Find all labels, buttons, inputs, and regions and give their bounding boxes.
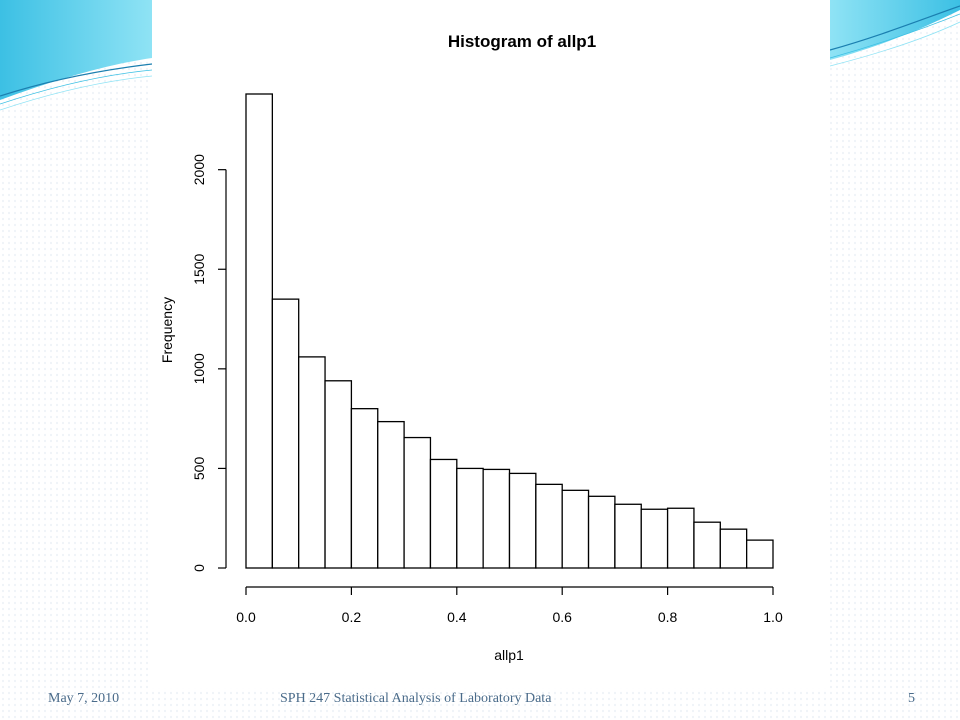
y-tick-label: 1500 [191,253,207,284]
x-tick-label: 0.8 [658,609,678,625]
histogram-bar [508,472,537,569]
y-tick-label: 500 [191,457,207,481]
histogram-bar [456,467,484,569]
x-tick-label: 0.6 [552,609,572,625]
x-tick-label: 0.2 [342,609,362,625]
histogram-chart: Histogram of allp1 0.0 0.2 0.4 0.6 0.8 1.0 0 5… [159,32,783,663]
y-tick-label: 2000 [191,154,207,185]
histogram-bar [324,380,353,569]
footer-date: May 7, 2010 [48,691,120,706]
histogram-bar [298,356,326,569]
histogram-bar [482,468,511,569]
histogram-bar [377,420,405,569]
histogram-bar [245,93,274,569]
y-tick-label: 0 [191,564,207,572]
histogram-bar [640,508,669,569]
histogram-bar [535,483,563,569]
x-axis: 0.0 0.2 0.4 0.6 0.8 1.0 [236,586,783,625]
x-tick-label: 0.0 [236,609,256,625]
histogram-bar [666,507,695,569]
x-tick-label: 0.4 [447,609,467,625]
x-axis-label: allp1 [494,647,524,663]
slide-number: 5 [908,691,915,706]
footer-title: SPH 247 Statistical Analysis of Laborato… [280,691,552,706]
y-axis: 0 500 1000 1500 2000 [191,154,227,572]
histogram-bar [561,489,590,569]
histogram-bar [403,436,432,569]
histogram-bar [429,458,458,569]
histogram-bar [587,495,616,569]
histogram-bar [719,528,748,569]
histogram-bar [614,503,642,569]
right-swoosh [829,0,960,67]
histogram-bar [746,539,774,569]
histogram-bar [271,298,300,569]
left-swoosh [0,0,153,111]
x-tick-label: 1.0 [763,609,783,625]
histogram-bar [693,521,721,569]
bars-group [245,93,774,569]
y-tick-label: 1000 [191,353,207,384]
histogram-bar [350,408,379,569]
y-axis-label: Frequency [159,297,175,363]
chart-title: Histogram of allp1 [448,32,596,51]
plot-panel: Histogram of allp1 0.0 0.2 0.4 0.6 0.8 1.0 0 5… [152,0,830,688]
